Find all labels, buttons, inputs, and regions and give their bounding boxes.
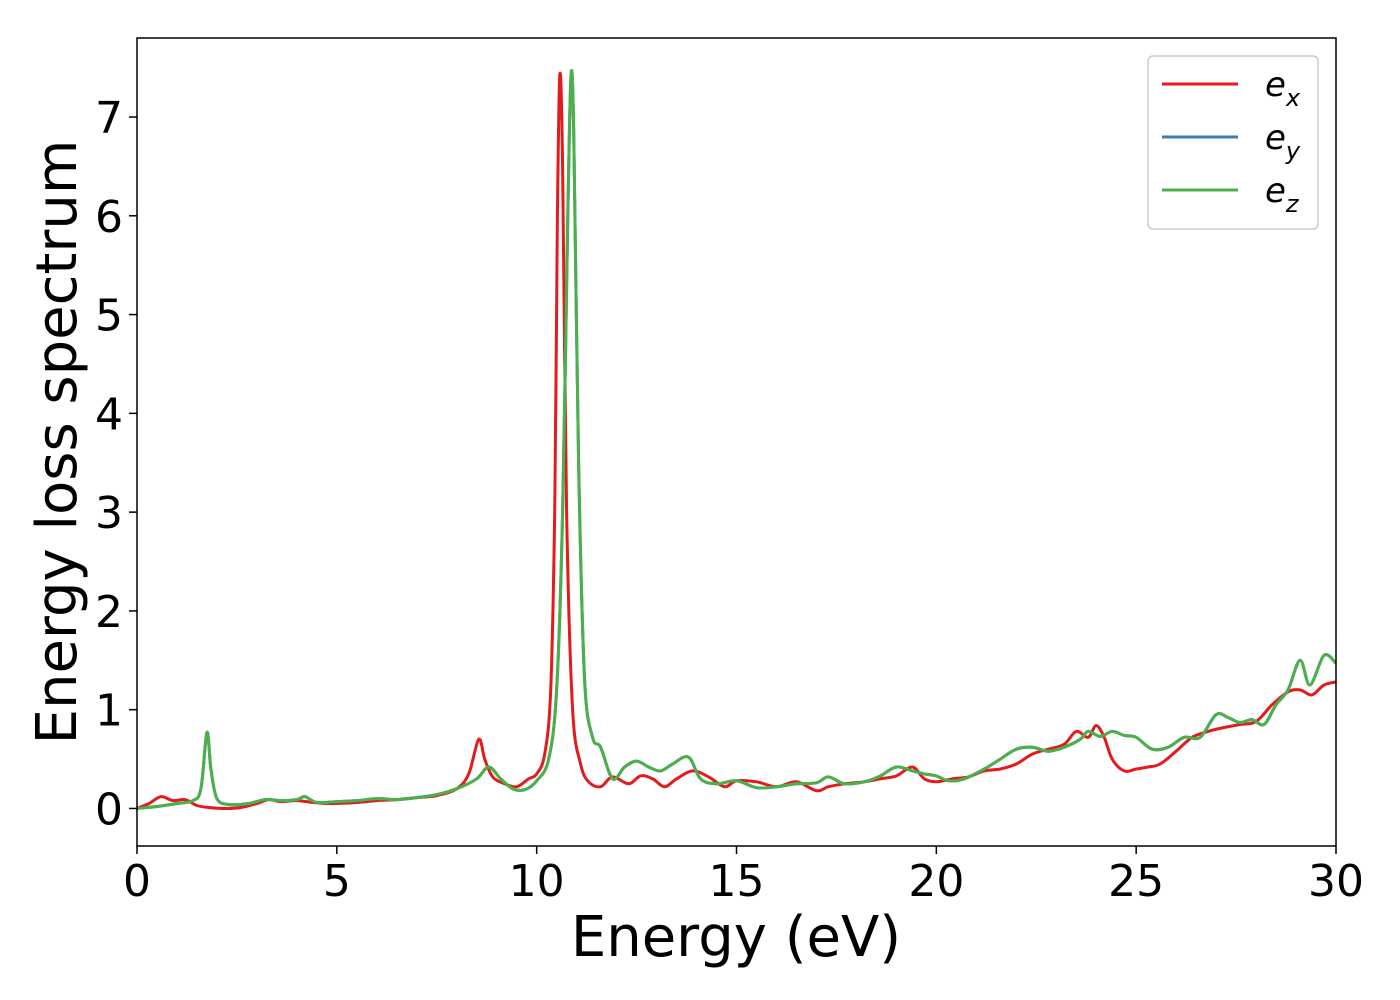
x-tick-label: 10	[509, 856, 565, 907]
x-tick-label: 25	[1108, 856, 1164, 907]
x-axis-label: Energy (eV)	[571, 905, 901, 970]
legend-label-ex: ex	[1265, 65, 1301, 112]
y-tick-label: 0	[95, 784, 123, 835]
legend-label-ey: ey	[1265, 118, 1301, 165]
y-axis-label: Energy loss spectrum	[25, 140, 90, 745]
series-line-ex	[137, 71, 1336, 810]
x-tick-label: 30	[1308, 856, 1364, 907]
y-tick-label: 2	[95, 587, 123, 638]
x-tick-label: 15	[709, 856, 765, 907]
series-line-ez	[137, 69, 1336, 810]
x-tick-label: 5	[323, 856, 351, 907]
y-tick-label: 1	[95, 686, 123, 737]
y-tick-label: 7	[95, 93, 123, 144]
legend-box	[1147, 55, 1319, 230]
x-axis-ticks: 0 5 10 15 20 25 30	[123, 846, 1364, 907]
x-tick-label: 0	[123, 856, 151, 907]
y-tick-label: 6	[95, 192, 123, 243]
legend-label-ez: ez	[1265, 171, 1300, 218]
y-tick-label: 5	[95, 291, 123, 342]
legend: ex ey ez	[1147, 55, 1319, 230]
y-tick-label: 4	[95, 389, 123, 440]
y-tick-label: 3	[95, 488, 123, 539]
y-axis-ticks: 0 1 2 3 4 5 6 7	[95, 93, 137, 835]
series-layer	[137, 69, 1336, 810]
x-tick-label: 20	[908, 856, 964, 907]
